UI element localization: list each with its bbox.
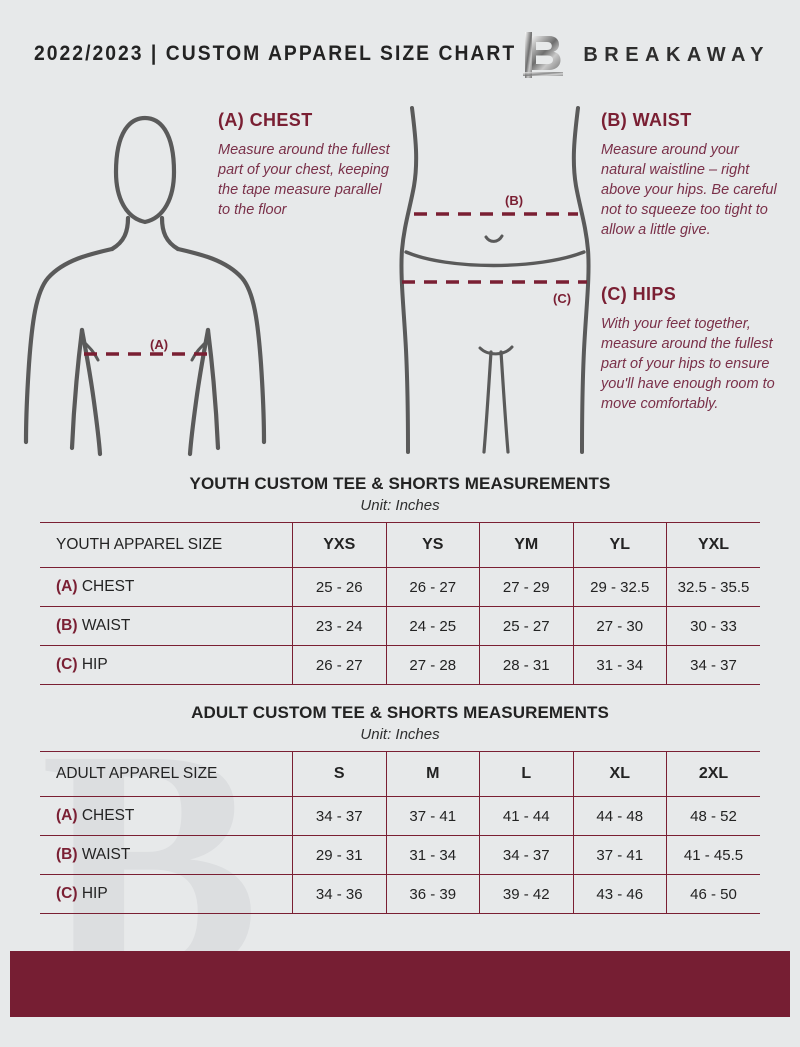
table-cell: 31 - 34 [572, 645, 667, 685]
lower-body-figure-illustration [399, 106, 591, 454]
table-cell: 29 - 32.5 [572, 567, 667, 607]
table-cell: 26 - 27 [385, 567, 480, 607]
row-tag: (B) [56, 846, 78, 863]
row-tag: (A) [56, 807, 78, 824]
chest-marker-label: (A) [150, 337, 169, 352]
brand-name: BREAKAWAY [583, 43, 770, 66]
adult-column-header: L [479, 751, 574, 797]
table-cell: 27 - 30 [572, 606, 667, 646]
info-block-waist: (B) WAIST Measure around your natural wa… [601, 110, 781, 240]
table-cell: 43 - 46 [572, 874, 667, 914]
adult-column-header: 2XL [666, 751, 760, 797]
table-cell: 37 - 41 [572, 835, 667, 875]
youth-row-label-hip: (C) HIP [40, 645, 293, 685]
table-cell: 34 - 37 [479, 835, 574, 875]
table-cell: 34 - 36 [292, 874, 387, 914]
table-cell: 32.5 - 35.5 [666, 567, 760, 607]
info-body-chest: Measure around the fullest part of your … [218, 142, 390, 218]
table-cell: 27 - 29 [479, 567, 574, 607]
youth-column-header: YL [572, 522, 667, 568]
row-name: CHEST [81, 807, 135, 824]
table-cell: 48 - 52 [666, 796, 760, 836]
adult-row-label-chest: (A) CHEST [40, 796, 293, 836]
adult-size-table: ADULT APPAREL SIZE S M L XL 2XL (A) CHES… [40, 751, 760, 914]
info-heading-chest: (A) CHEST [218, 110, 313, 130]
row-name: HIP [81, 656, 108, 673]
info-heading-waist: (B) WAIST [601, 110, 692, 130]
youth-table-title: YOUTH CUSTOM TEE & SHORTS MEASUREMENTS [189, 474, 611, 493]
table-row: (A) CHEST 34 - 37 37 - 41 41 - 44 44 - 4… [40, 796, 760, 836]
row-name: WAIST [81, 617, 131, 634]
torso-figure-illustration [23, 115, 267, 457]
info-heading-hips: (C) HIPS [601, 284, 677, 304]
info-body-hips: With your feet together, measure around … [601, 316, 775, 412]
adult-column-header: M [385, 751, 480, 797]
youth-row-label-chest: (A) CHEST [40, 567, 293, 607]
brand-lockup: BREAKAWAY [523, 32, 770, 78]
row-name: WAIST [81, 846, 131, 863]
table-cell: 44 - 48 [572, 796, 667, 836]
info-body-waist: Measure around your natural waistline – … [601, 142, 777, 238]
row-name: CHEST [81, 578, 135, 595]
adult-column-header: XL [572, 751, 667, 797]
hips-marker-label: (C) [553, 291, 572, 306]
youth-column-header: YM [479, 522, 574, 568]
table-row: (C) HIP 26 - 27 27 - 28 28 - 31 31 - 34 … [40, 645, 760, 685]
table-header-row: YOUTH APPAREL SIZE YXS YS YM YL YXL [40, 522, 760, 568]
row-tag: (B) [56, 617, 78, 634]
adult-row-label-waist: (B) WAIST [40, 835, 293, 875]
table-header-row: ADULT APPAREL SIZE S M L XL 2XL [40, 751, 760, 797]
adult-size-table-block: ADULT CUSTOM TEE & SHORTS MEASUREMENTS U… [0, 703, 800, 914]
table-row: (C) HIP 34 - 36 36 - 39 39 - 42 43 - 46 … [40, 874, 760, 914]
table-cell: 29 - 31 [292, 835, 387, 875]
row-tag: (C) [56, 885, 78, 902]
table-row: (A) CHEST 25 - 26 26 - 27 27 - 29 29 - 3… [40, 567, 760, 607]
table-cell: 28 - 31 [479, 645, 574, 685]
table-row: (B) WAIST 29 - 31 31 - 34 34 - 37 37 - 4… [40, 835, 760, 875]
table-cell: 37 - 41 [385, 796, 480, 836]
table-cell: 30 - 33 [666, 606, 760, 646]
table-cell: 26 - 27 [292, 645, 387, 685]
youth-row-label-waist: (B) WAIST [40, 606, 293, 646]
youth-column-header: YXL [666, 522, 760, 568]
table-cell: 24 - 25 [385, 606, 480, 646]
adult-table-title: ADULT CUSTOM TEE & SHORTS MEASUREMENTS [191, 703, 609, 722]
table-cell: 31 - 34 [385, 835, 480, 875]
info-block-chest: (A) CHEST Measure around the fullest par… [218, 110, 393, 220]
table-cell: 41 - 45.5 [666, 835, 760, 875]
info-block-hips: (C) HIPS With your feet together, measur… [601, 284, 781, 414]
youth-column-header: YS [385, 522, 480, 568]
table-cell: 34 - 37 [292, 796, 387, 836]
adult-table-unit: Unit: Inches [360, 726, 440, 743]
youth-column-header: YXS [292, 522, 387, 568]
table-cell: 41 - 44 [479, 796, 574, 836]
youth-size-table-block: YOUTH CUSTOM TEE & SHORTS MEASUREMENTS U… [0, 474, 800, 685]
measurement-illustrations: (A) (B) (C) [0, 96, 800, 466]
youth-row-header-label: YOUTH APPAREL SIZE [40, 522, 293, 568]
table-cell: 27 - 28 [385, 645, 480, 685]
table-row: (B) WAIST 23 - 24 24 - 25 25 - 27 27 - 3… [40, 606, 760, 646]
youth-size-table: YOUTH APPAREL SIZE YXS YS YM YL YXL (A) … [40, 522, 760, 685]
waist-marker-label: (B) [505, 193, 524, 208]
page-header: 2022/2023 | CUSTOM APPAREL SIZE CHART BR… [0, 0, 800, 96]
table-cell: 34 - 37 [666, 645, 760, 685]
page-title: 2022/2023 | CUSTOM APPAREL SIZE CHART [34, 42, 517, 65]
youth-table-unit: Unit: Inches [360, 497, 440, 514]
table-cell: 25 - 27 [479, 606, 574, 646]
table-cell: 25 - 26 [292, 567, 387, 607]
adult-column-header: S [292, 751, 387, 797]
table-cell: 46 - 50 [666, 874, 760, 914]
footer-bar [10, 951, 790, 1017]
table-cell: 39 - 42 [479, 874, 574, 914]
row-tag: (A) [56, 578, 78, 595]
table-cell: 36 - 39 [385, 874, 480, 914]
row-tag: (C) [56, 656, 78, 673]
table-cell: 23 - 24 [292, 606, 387, 646]
adult-row-header-label: ADULT APPAREL SIZE [40, 751, 293, 797]
adult-row-label-hip: (C) HIP [40, 874, 293, 914]
breakaway-b-logo-icon [523, 32, 564, 78]
row-name: HIP [81, 885, 108, 902]
